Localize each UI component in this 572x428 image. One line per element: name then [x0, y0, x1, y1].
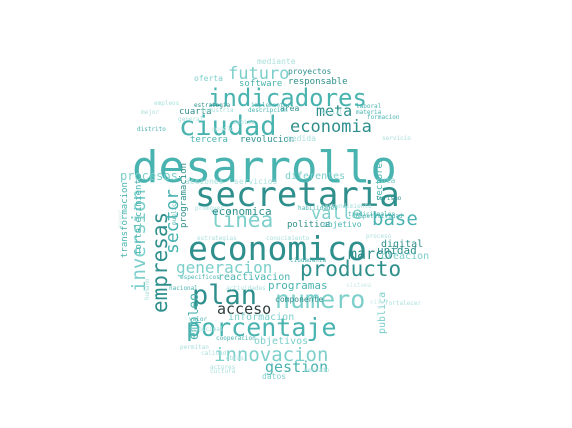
- word-procesos: procesos: [120, 169, 178, 183]
- word-plan: plan: [192, 280, 258, 311]
- word-porcentaje: porcentaje: [186, 313, 337, 342]
- word-informacion: informacion: [228, 312, 295, 323]
- word-implementar: implementar: [251, 102, 291, 109]
- word-habilidades: habilidades: [298, 205, 338, 212]
- word-futuro: futuro: [228, 64, 290, 84]
- word-cooperacion: cooperacion: [216, 335, 256, 342]
- word-base: base: [372, 208, 418, 230]
- word-estrategias: estrategias: [197, 235, 237, 242]
- word-general: general: [178, 116, 204, 123]
- word-proyectos: proyectos: [288, 67, 332, 76]
- word-sistema: sistema: [346, 282, 372, 289]
- word-marco: marco: [348, 245, 394, 263]
- word-linea: linea: [210, 208, 274, 232]
- word-mercado: mercado: [304, 367, 330, 374]
- word-distrito: distrito: [137, 126, 166, 133]
- word-producto: producto: [300, 257, 402, 281]
- word-cuarta: cuarta: [179, 107, 212, 117]
- word-nivel: nivel: [370, 299, 389, 306]
- word-programacion: programacion: [179, 162, 189, 228]
- word-desarrollo: desarrollo: [132, 142, 397, 193]
- word-tradicionales: tradicionales: [348, 211, 395, 218]
- word-ciudadania: ciudadania: [290, 257, 327, 264]
- word-proceso: proceso: [366, 233, 392, 240]
- word-economico: economico: [188, 229, 367, 268]
- word-publico: publico: [171, 199, 178, 225]
- word-mayor: mayor: [117, 209, 124, 228]
- word-diferentes: diferentes: [285, 171, 346, 182]
- word-materia: materia: [356, 109, 382, 116]
- word-revolucion: revolucion: [240, 135, 295, 145]
- word-industria: industria: [201, 107, 234, 114]
- word-actores: actores: [210, 364, 236, 371]
- word-componente: componente: [275, 295, 324, 304]
- word-social: social: [321, 109, 343, 116]
- word-oferta: oferta: [194, 74, 223, 83]
- word-formacion: formacion: [367, 114, 400, 121]
- word-datos: datos: [262, 372, 287, 381]
- word-digital: digital: [381, 239, 424, 250]
- word-laboral: laboral: [356, 103, 382, 110]
- word-economia: economia: [290, 117, 372, 137]
- word-estrategia: estrategia: [194, 102, 231, 109]
- word-gestion: gestion: [265, 358, 329, 376]
- word-especificos: especificos: [180, 274, 220, 281]
- word-objetivo: objetivo: [323, 220, 362, 229]
- word-emprendimiento: emprendimiento: [321, 203, 372, 210]
- word-numero: numero: [275, 285, 366, 314]
- word-politica: politica: [287, 220, 331, 230]
- word-valor: valor: [189, 316, 208, 323]
- word-software: software: [239, 79, 283, 89]
- word-fortalecimiento: fortalecimiento: [134, 173, 144, 255]
- word-reactivacion: reactivacion: [218, 272, 291, 283]
- word-conocimiento: conocimiento: [266, 235, 310, 242]
- word-mejor: mejor: [141, 109, 160, 116]
- word-acciones: acciones: [185, 177, 224, 186]
- word-indicadores: indicadores: [208, 84, 367, 112]
- word-generacion: generacion: [176, 258, 273, 277]
- word-medida: medida: [287, 134, 316, 143]
- word-programas: programas: [268, 279, 328, 292]
- word-ambito: ambito: [233, 119, 255, 126]
- word-servicios: servicios: [234, 177, 278, 186]
- word-nacional: nacional: [169, 285, 198, 292]
- word-servicio: servicio: [382, 135, 411, 142]
- word-innovacion: innovacion: [214, 344, 329, 366]
- word-valle: valle: [311, 204, 363, 224]
- word-promover: promover: [195, 205, 224, 212]
- word-calidad: calidad: [201, 350, 227, 357]
- word-actividades: actividades: [226, 285, 266, 292]
- word-objetivos: objetivos: [254, 336, 309, 347]
- word-fortalecer: fortalecer: [385, 300, 422, 307]
- word-meta: meta: [316, 102, 353, 120]
- word-cultura: cultura: [210, 368, 236, 375]
- word-area: area: [280, 104, 300, 113]
- word-economica: economica: [212, 205, 272, 218]
- word-modelo: modelo: [212, 126, 234, 133]
- word-empleos: empleos: [154, 100, 180, 107]
- word-permitan: permitan: [180, 344, 209, 351]
- word-creacion: creacion: [381, 251, 430, 262]
- word-descripcion: descripcion: [248, 107, 288, 114]
- word-turismo: turismo: [376, 195, 402, 202]
- word-acceso: acceso: [217, 300, 272, 318]
- word-tercera: tercera: [190, 135, 228, 145]
- word-responsable: responsable: [288, 77, 348, 87]
- word-competitividad: competitividad: [352, 213, 403, 220]
- word-obras: obras: [226, 355, 245, 362]
- word-municipal: municipal: [191, 326, 224, 333]
- word-humano: humano: [144, 278, 151, 300]
- word-secretaria: secretaria: [195, 175, 400, 215]
- word-mediante: mediante: [257, 57, 296, 66]
- word-ruta: ruta: [376, 176, 396, 185]
- word-unidad: unidad: [377, 244, 417, 257]
- word-ciudad: ciudad: [179, 111, 277, 142]
